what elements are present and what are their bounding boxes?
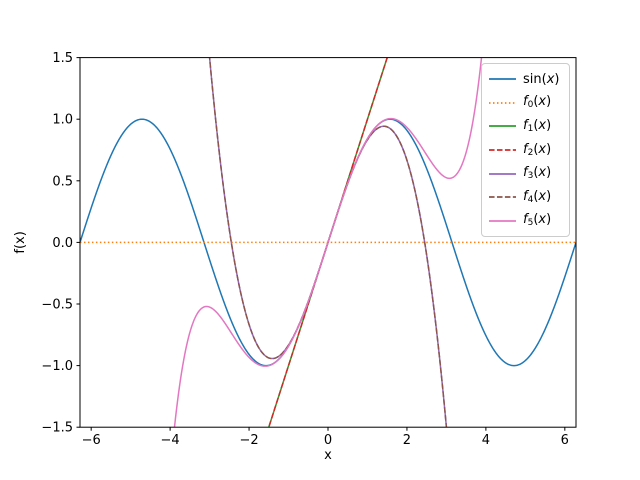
legend-entry-f1(x): f1(x): [489, 115, 562, 138]
y-axis-label: f(x): [13, 231, 28, 253]
legend-label: sin(x): [523, 71, 560, 87]
legend-line-sample: [489, 172, 516, 175]
x-axis-label: x: [324, 448, 332, 463]
y-tick-label: −0.5: [41, 298, 73, 313]
legend-entry-f3(x): f3(x): [489, 162, 562, 185]
y-tick-label: −1.0: [41, 359, 73, 374]
legend-line-sample: [489, 78, 516, 81]
series-group: [80, 57, 576, 428]
legend-entry-f2(x): f2(x): [489, 139, 562, 162]
legend-entry-sin(x): sin(x): [489, 68, 562, 91]
y-tick-label: −1.5: [41, 421, 73, 436]
legend-label: f1(x): [523, 117, 552, 134]
y-tick-label: 1.5: [52, 51, 73, 66]
y-tick-label: 0.5: [52, 174, 73, 189]
legend-label: f2(x): [523, 141, 552, 158]
x-tick-label: 4: [482, 433, 490, 448]
legend-entry-f4(x): f4(x): [489, 186, 562, 209]
y-tick-label: 1.0: [52, 113, 73, 128]
legend-label: f4(x): [523, 188, 552, 205]
legend-entry-f0(x): f0(x): [489, 91, 562, 114]
legend-label: f3(x): [523, 165, 552, 182]
x-tick-label: 0: [324, 433, 332, 448]
x-axis-ticks: −6 −4 −2 0 2 4 6: [82, 427, 569, 448]
legend: sin(x) f0(x) f1(x) f2(x) f3(x) f4(x) f5(x): [481, 63, 570, 237]
x-tick-label: −4: [161, 433, 180, 448]
legend-label: f0(x): [523, 94, 552, 111]
x-tick-label: −6: [82, 433, 101, 448]
x-tick-label: 6: [561, 433, 569, 448]
x-tick-label: 2: [403, 433, 411, 448]
series-line-f5(x): [173, 57, 483, 428]
x-tick-label: −2: [239, 433, 258, 448]
legend-label: f5(x): [523, 212, 552, 229]
legend-entry-f5(x): f5(x): [489, 209, 562, 232]
legend-line-sample: [489, 125, 516, 128]
y-tick-label: 0.0: [52, 236, 73, 251]
legend-line-sample: [489, 149, 516, 151]
legend-line-sample: [489, 219, 516, 222]
legend-line-sample: [489, 196, 516, 199]
y-axis-ticks: −1.5 −1.0 −0.5 0.0 0.5 1.0 1.5: [41, 51, 80, 436]
legend-line-sample: [489, 101, 516, 104]
